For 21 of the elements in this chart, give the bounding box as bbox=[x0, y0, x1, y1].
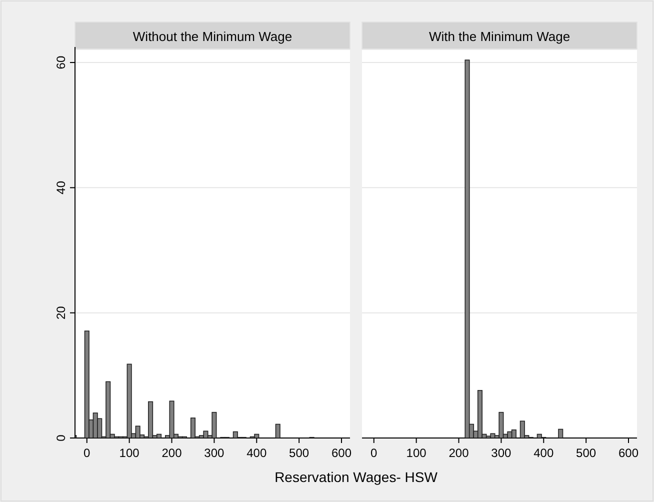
y-tick-label: 40 bbox=[54, 180, 68, 194]
x-tick-label: 0 bbox=[84, 446, 91, 460]
x-axis-title: Reservation Wages- HSW bbox=[274, 469, 438, 485]
x-tick-label: 600 bbox=[618, 446, 639, 460]
y-tick-label: 20 bbox=[54, 306, 68, 320]
x-tick-label: 400 bbox=[246, 446, 267, 460]
x-tick-label: 500 bbox=[289, 446, 310, 460]
x-tick-label: 600 bbox=[331, 446, 352, 460]
x-tick-label: 200 bbox=[162, 446, 182, 460]
x-tick-label: 100 bbox=[119, 446, 140, 460]
chart-title: With the Minimum Wage bbox=[428, 29, 570, 44]
y-tick-label: 60 bbox=[54, 56, 68, 70]
chart-title: Without the Minimum Wage bbox=[132, 29, 292, 44]
x-tick-label: 500 bbox=[576, 446, 596, 460]
y-tick-label: 0 bbox=[54, 434, 68, 442]
x-tick-label: 0 bbox=[370, 446, 378, 460]
x-tick-label: 400 bbox=[534, 446, 554, 460]
x-tick-label: 200 bbox=[448, 446, 470, 460]
x-tick-label: 100 bbox=[406, 446, 427, 460]
x-tick-label: 300 bbox=[204, 446, 225, 460]
x-tick-label: 300 bbox=[491, 446, 512, 460]
